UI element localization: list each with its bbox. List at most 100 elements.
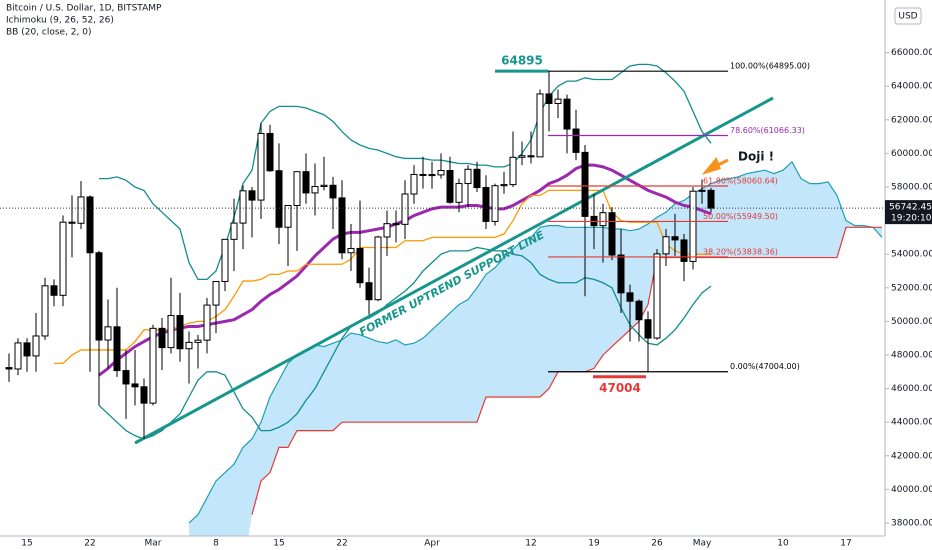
candle-body bbox=[680, 239, 688, 262]
candle-body bbox=[23, 342, 31, 357]
candle-body bbox=[698, 189, 706, 192]
candle-body bbox=[302, 171, 310, 194]
currency[interactable]: USD bbox=[898, 12, 917, 22]
y-tick-label: 40000.00 bbox=[891, 485, 932, 495]
candle-body bbox=[419, 173, 427, 176]
indicator-label: Ichimoku (9, 26, 52, 26) bbox=[6, 16, 114, 26]
candle-body bbox=[176, 315, 184, 350]
y-tick-label: 66000.00 bbox=[891, 48, 932, 58]
candle-body bbox=[473, 168, 481, 189]
candle-body bbox=[428, 174, 436, 177]
candle-body bbox=[491, 185, 499, 222]
fib-label: 50.00%(55949.50) bbox=[703, 212, 778, 221]
candle-body bbox=[626, 292, 634, 302]
candle-body bbox=[95, 252, 103, 341]
y-tick-label: 54000.00 bbox=[891, 250, 932, 260]
y-tick-label: 38000.00 bbox=[891, 518, 932, 528]
candle-body bbox=[59, 221, 67, 296]
candle-body bbox=[221, 238, 229, 282]
candle-body bbox=[527, 155, 535, 158]
y-tick-label: 60000.00 bbox=[891, 149, 932, 159]
x-tick-label: 26 bbox=[651, 539, 663, 549]
candle-body bbox=[635, 300, 643, 321]
candle-body bbox=[194, 339, 202, 343]
candle-body bbox=[671, 236, 679, 241]
y-tick-label: 58000.00 bbox=[891, 182, 932, 192]
candle-body bbox=[275, 170, 283, 228]
chart-title: Bitcoin / U.S. Dollar, 1D, BITSTAMP bbox=[6, 4, 162, 14]
candle-body bbox=[662, 236, 670, 255]
trend-line bbox=[134, 96, 774, 445]
candle-body bbox=[608, 212, 616, 256]
doji-arrow bbox=[701, 157, 729, 175]
candle-body bbox=[41, 285, 49, 337]
x-tick-label: 10 bbox=[777, 539, 789, 549]
candle-body bbox=[140, 386, 148, 404]
indicator-label: BB (20, close, 2, 0) bbox=[6, 28, 91, 38]
y-tick-label: 50000.00 bbox=[891, 317, 932, 327]
candle-body bbox=[536, 93, 544, 158]
candle-body bbox=[446, 170, 454, 203]
candle-body bbox=[347, 247, 355, 254]
y-tick-label: 62000.00 bbox=[891, 115, 932, 125]
candle-body bbox=[185, 341, 193, 350]
x-tick-label: 22 bbox=[336, 539, 347, 549]
y-tick-label: 64000.00 bbox=[891, 82, 932, 92]
candle-body bbox=[599, 212, 607, 227]
candle-body bbox=[707, 189, 715, 209]
x-tick-label: May bbox=[693, 539, 712, 549]
x-tick-label: 15 bbox=[21, 539, 32, 549]
candle-body bbox=[437, 170, 445, 176]
indicator-line bbox=[98, 246, 712, 440]
y-tick-label: 46000.00 bbox=[891, 384, 932, 394]
y-tick-label: 52000.00 bbox=[891, 283, 932, 293]
candle-body bbox=[338, 197, 346, 254]
candle-body bbox=[239, 190, 247, 224]
candle-body bbox=[32, 335, 40, 357]
x-tick-label: Apr bbox=[424, 539, 440, 549]
currency-box[interactable] bbox=[894, 7, 922, 25]
candle-body bbox=[5, 367, 13, 370]
candle-body bbox=[284, 204, 292, 228]
candle-body bbox=[644, 319, 652, 339]
candle-body bbox=[50, 285, 58, 296]
candle-body bbox=[203, 304, 211, 341]
candle-body bbox=[158, 327, 166, 349]
indicator-line bbox=[99, 63, 712, 281]
candle-body bbox=[113, 326, 121, 372]
y-tick-label: 42000.00 bbox=[891, 451, 932, 461]
candle-body bbox=[167, 315, 175, 349]
candle-body bbox=[500, 184, 508, 187]
x-tick-label: 15 bbox=[273, 539, 284, 549]
candle-body bbox=[455, 183, 463, 203]
x-tick-label: 17 bbox=[840, 539, 851, 549]
candle-body bbox=[392, 223, 400, 226]
candle-body bbox=[572, 128, 580, 153]
last-price-box bbox=[885, 200, 932, 225]
candle-body bbox=[131, 383, 139, 388]
plot-area: FORMER UPTREND SUPPORT LINE100.00%(64895… bbox=[5, 54, 883, 536]
candle-body bbox=[410, 173, 418, 195]
candle-body bbox=[509, 156, 517, 186]
candle-body bbox=[248, 190, 256, 201]
fib-label: 38.20%(53838.36) bbox=[703, 247, 778, 256]
x-tick-label: Mar bbox=[145, 539, 162, 549]
candle-body bbox=[149, 327, 157, 404]
candle-body bbox=[68, 221, 76, 224]
candle-body bbox=[77, 196, 85, 224]
countdown-label: 19:20:10 bbox=[891, 214, 932, 224]
x-tick-label: 12 bbox=[525, 539, 536, 549]
fib-label: 78.60%(61066.33) bbox=[730, 126, 805, 135]
candle-body bbox=[122, 370, 130, 385]
candle-body bbox=[482, 187, 490, 222]
candle-body bbox=[14, 342, 22, 370]
x-tick-label: 19 bbox=[588, 539, 600, 549]
y-tick-label: 44000.00 bbox=[891, 418, 932, 428]
fib-label: 61.80%(58060.64) bbox=[703, 176, 778, 185]
fib-label: 0.00%(47004.00) bbox=[730, 362, 800, 371]
candle-body bbox=[230, 222, 238, 240]
candle-body bbox=[266, 132, 274, 172]
candle-body bbox=[104, 326, 112, 341]
last-price-label: 56742.45 bbox=[889, 203, 932, 213]
